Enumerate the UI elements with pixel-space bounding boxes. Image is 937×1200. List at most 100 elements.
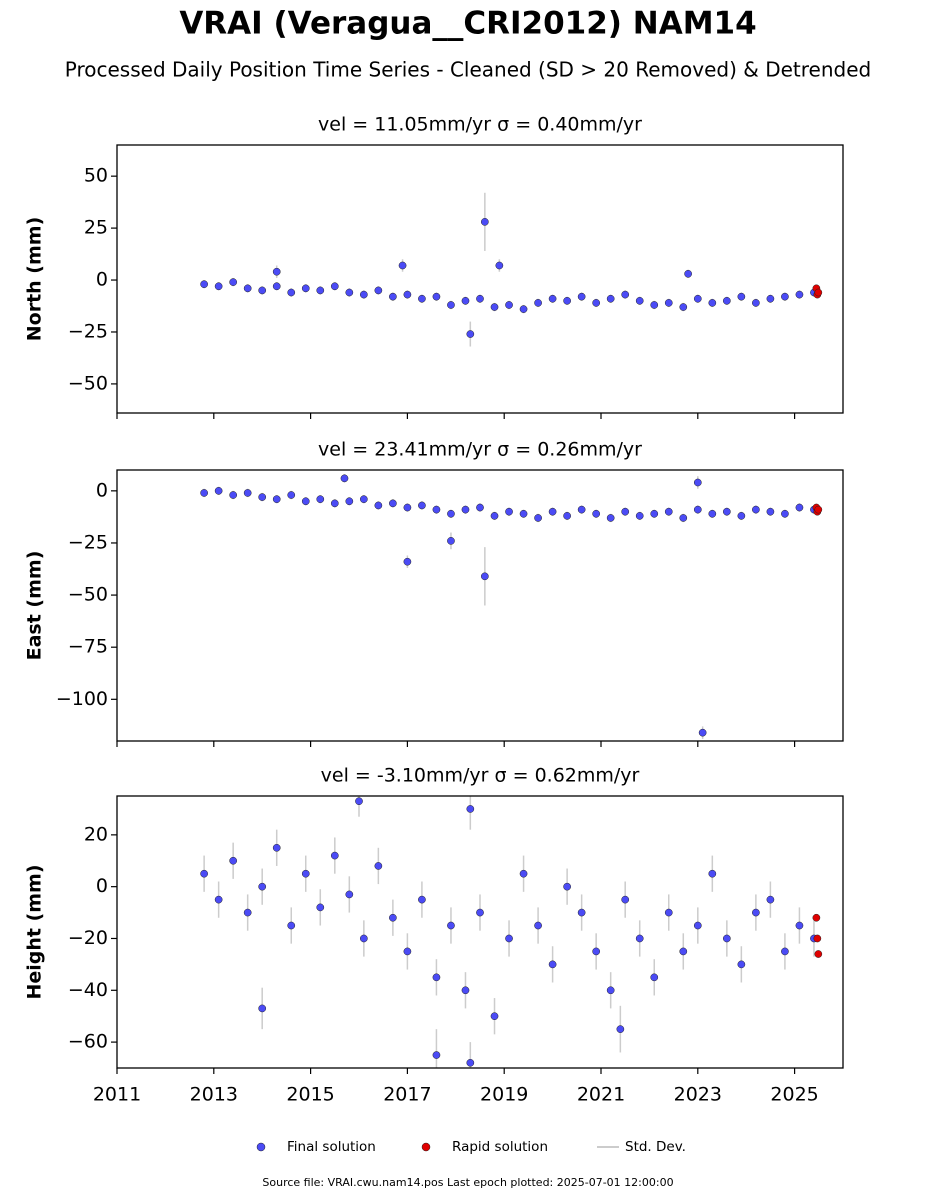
point — [476, 294, 484, 303]
point — [766, 507, 775, 516]
point — [466, 1058, 475, 1067]
panel-title: vel = 11.05mm/yr σ = 0.40mm/yr — [318, 114, 642, 136]
point — [398, 261, 407, 270]
point — [359, 495, 368, 504]
point — [345, 288, 354, 297]
point — [272, 843, 281, 852]
point — [592, 299, 601, 307]
point — [592, 509, 601, 518]
point — [490, 303, 499, 311]
axes-frame — [116, 469, 844, 742]
y-tick-label: −50 — [68, 372, 108, 394]
point — [693, 478, 702, 487]
point — [432, 973, 441, 982]
point — [214, 486, 223, 495]
point — [814, 950, 823, 958]
point — [693, 921, 702, 930]
point — [621, 290, 630, 299]
point — [548, 507, 557, 516]
point — [495, 261, 504, 270]
point — [650, 973, 659, 982]
point — [359, 934, 368, 943]
point — [616, 1025, 625, 1033]
plot-area — [200, 192, 823, 347]
point — [432, 505, 441, 514]
point — [287, 491, 296, 499]
point — [635, 512, 644, 520]
point — [403, 503, 412, 512]
point — [403, 947, 412, 956]
point — [316, 903, 325, 912]
point — [606, 986, 615, 995]
point — [476, 908, 484, 917]
point — [330, 282, 339, 291]
point — [752, 505, 760, 514]
y-tick-label: 50 — [84, 165, 108, 187]
point — [480, 218, 489, 226]
point — [606, 514, 615, 522]
legend-label: Rapid solution — [452, 1139, 548, 1155]
point — [490, 512, 499, 520]
point — [345, 497, 354, 506]
legend-label: Std. Dev. — [625, 1139, 686, 1155]
point — [519, 305, 528, 313]
point — [781, 509, 789, 518]
point — [621, 895, 630, 904]
point — [664, 507, 673, 516]
legend-label: Final solution — [287, 1139, 376, 1155]
point — [345, 890, 354, 899]
point — [403, 290, 412, 299]
point — [693, 294, 702, 303]
point — [708, 299, 717, 307]
point — [229, 856, 238, 865]
y-tick-label: 20 — [84, 823, 108, 845]
point — [737, 512, 746, 520]
y-tick-label: −20 — [68, 927, 108, 949]
point — [621, 507, 630, 516]
x-tick-label: 2013 — [190, 1084, 238, 1106]
point — [466, 330, 475, 338]
y-tick-label: −100 — [56, 688, 108, 710]
point — [461, 505, 470, 514]
x-tick-label: 2011 — [93, 1084, 141, 1106]
point — [563, 512, 571, 520]
point — [635, 934, 644, 943]
point — [389, 292, 397, 301]
point — [679, 947, 688, 956]
point — [287, 921, 296, 930]
panel-title: vel = -3.10mm/yr σ = 0.62mm/yr — [321, 765, 640, 787]
point — [708, 509, 717, 518]
point — [374, 286, 383, 295]
point — [447, 509, 455, 518]
point — [480, 572, 489, 581]
point — [374, 501, 383, 510]
point — [330, 851, 339, 860]
point — [316, 495, 325, 504]
point — [447, 921, 455, 930]
point — [708, 869, 717, 878]
point — [577, 292, 586, 301]
figure-subtitle: Processed Daily Position Time Series - C… — [65, 58, 871, 82]
point — [330, 499, 339, 508]
legend-swatch — [421, 1142, 431, 1152]
point — [781, 292, 789, 301]
point — [505, 301, 513, 309]
x-tick-label: 2023 — [674, 1084, 722, 1106]
point — [258, 286, 267, 295]
x-tick-label: 2015 — [286, 1084, 334, 1106]
axes-frame — [116, 795, 844, 1069]
point — [403, 557, 412, 566]
point — [505, 507, 513, 516]
point — [548, 960, 557, 969]
point — [505, 934, 513, 943]
point — [534, 514, 542, 522]
point — [461, 986, 470, 995]
y-tick-label: −25 — [68, 320, 108, 342]
point — [476, 503, 484, 512]
point — [447, 301, 455, 309]
plot-area — [200, 474, 823, 739]
point — [200, 280, 208, 289]
point — [258, 493, 267, 501]
point — [534, 921, 542, 930]
